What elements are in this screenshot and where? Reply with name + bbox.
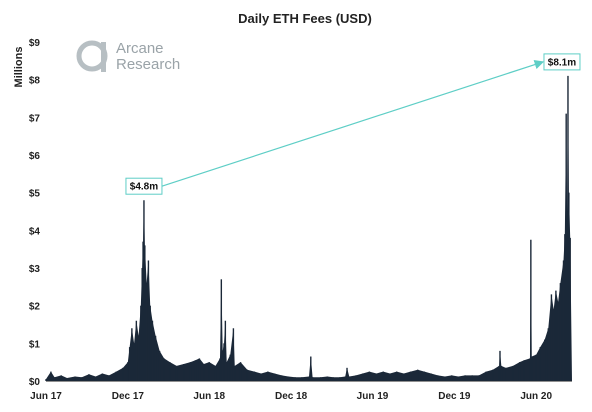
x-tick-label: Jun 18 (193, 391, 225, 402)
y-axis-ticks: $0 $1 $2 $3 $4 $5 $6 $7 $8 $9 (29, 38, 41, 388)
annotation-label: $8.1m (548, 57, 576, 68)
x-tick-label: Jun 20 (520, 391, 552, 402)
y-tick-label: $4 (29, 226, 41, 237)
logo-text-line1: Arcane (116, 40, 164, 57)
annotations: $4.8m $8.1m (125, 53, 581, 195)
y-tick-label: $5 (29, 189, 41, 200)
x-tick-label: Dec 18 (275, 391, 308, 402)
logo-mark-stem-icon (101, 42, 106, 72)
chart-title: Daily ETH Fees (USD) (238, 11, 372, 26)
y-tick-label: $2 (29, 302, 41, 313)
y-tick-label: $7 (29, 113, 41, 124)
x-tick-label: Jun 19 (357, 391, 389, 402)
arcane-research-logo: Arcane Research (76, 40, 180, 73)
annotation-box (125, 177, 163, 195)
y-tick-label: $1 (29, 339, 41, 350)
logo-text-line2: Research (116, 56, 180, 73)
y-tick-label: $9 (29, 38, 41, 49)
x-axis-ticks: Jun 17 Dec 17 Jun 18 Dec 18 Jun 19 Dec 19 Jun … (30, 391, 552, 402)
y-tick-label: $8 (29, 76, 41, 87)
x-tick-label: Dec 17 (112, 391, 145, 402)
series-spikes (45, 75, 571, 381)
series-area (46, 75, 572, 382)
annotation-box (543, 53, 581, 71)
y-tick-label: $0 (29, 377, 41, 388)
y-axis-label: Millions (13, 47, 25, 88)
y-tick-label: $6 (29, 151, 41, 162)
annotation-arrow (161, 59, 545, 187)
y-tick-label: $3 (29, 264, 41, 275)
annotation-label: $4.8m (130, 182, 158, 193)
x-tick-label: Jun 17 (30, 391, 62, 402)
x-tick-label: Dec 19 (438, 391, 471, 402)
